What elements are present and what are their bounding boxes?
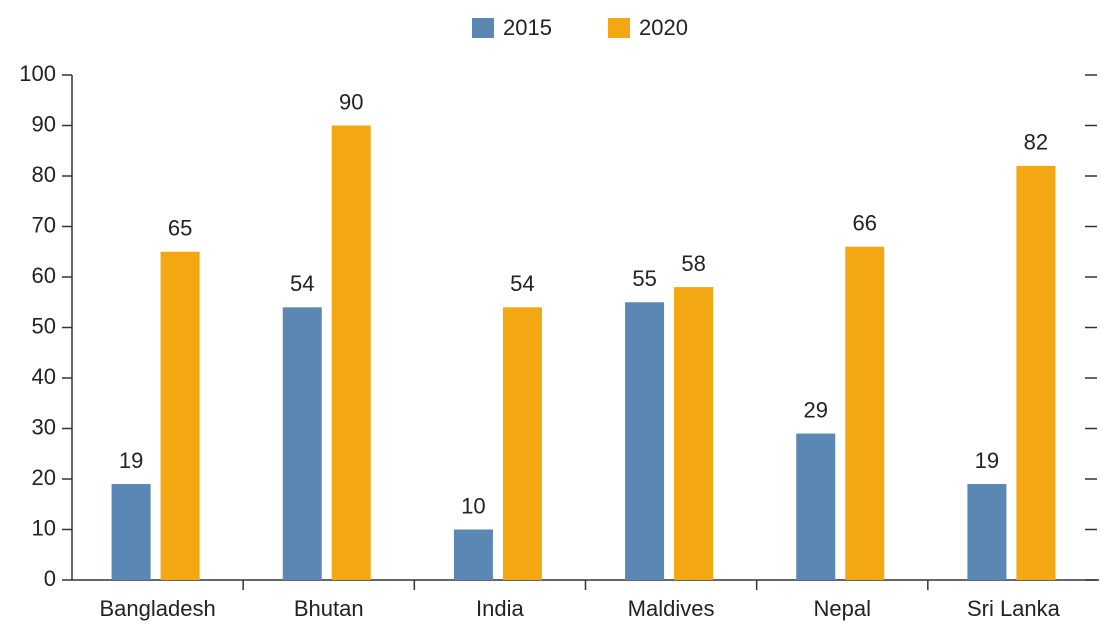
x-tick-label: Bangladesh	[99, 596, 215, 621]
y-tick-label: 80	[32, 162, 56, 187]
value-label: 19	[975, 448, 999, 473]
bar	[845, 246, 885, 580]
value-label: 66	[853, 211, 877, 236]
y-tick-label: 100	[19, 61, 56, 86]
legend-label: 2020	[639, 15, 688, 40]
value-label: 19	[119, 448, 143, 473]
bar	[1016, 165, 1056, 580]
x-tick-label: Nepal	[814, 596, 871, 621]
bar	[502, 307, 542, 580]
value-label: 82	[1024, 130, 1048, 155]
y-tick-label: 50	[32, 313, 56, 338]
x-tick-label: India	[476, 596, 524, 621]
bar	[453, 529, 493, 580]
value-label: 10	[461, 493, 485, 518]
value-label: 65	[168, 216, 192, 241]
y-tick-label: 20	[32, 465, 56, 490]
y-tick-label: 0	[44, 566, 56, 591]
x-tick-label: Maldives	[628, 596, 715, 621]
y-tick-label: 30	[32, 414, 56, 439]
value-label: 54	[290, 271, 314, 296]
bar	[625, 302, 665, 580]
legend-swatch	[472, 18, 494, 38]
x-tick-label: Sri Lanka	[967, 596, 1061, 621]
value-label: 90	[339, 89, 363, 114]
bar	[111, 484, 151, 580]
y-tick-label: 40	[32, 364, 56, 389]
value-label: 58	[681, 251, 705, 276]
y-tick-label: 90	[32, 111, 56, 136]
bar	[160, 251, 200, 580]
legend-label: 2015	[503, 15, 552, 40]
y-tick-label: 60	[32, 263, 56, 288]
bar	[967, 484, 1007, 580]
bar	[331, 125, 371, 580]
y-tick-label: 10	[32, 515, 56, 540]
x-tick-label: Bhutan	[294, 596, 364, 621]
bar	[674, 287, 714, 580]
bar	[796, 433, 836, 580]
value-label: 55	[632, 266, 656, 291]
value-label: 29	[804, 397, 828, 422]
y-tick-label: 70	[32, 212, 56, 237]
legend-swatch	[608, 18, 630, 38]
value-label: 54	[510, 271, 534, 296]
bar	[282, 307, 322, 580]
